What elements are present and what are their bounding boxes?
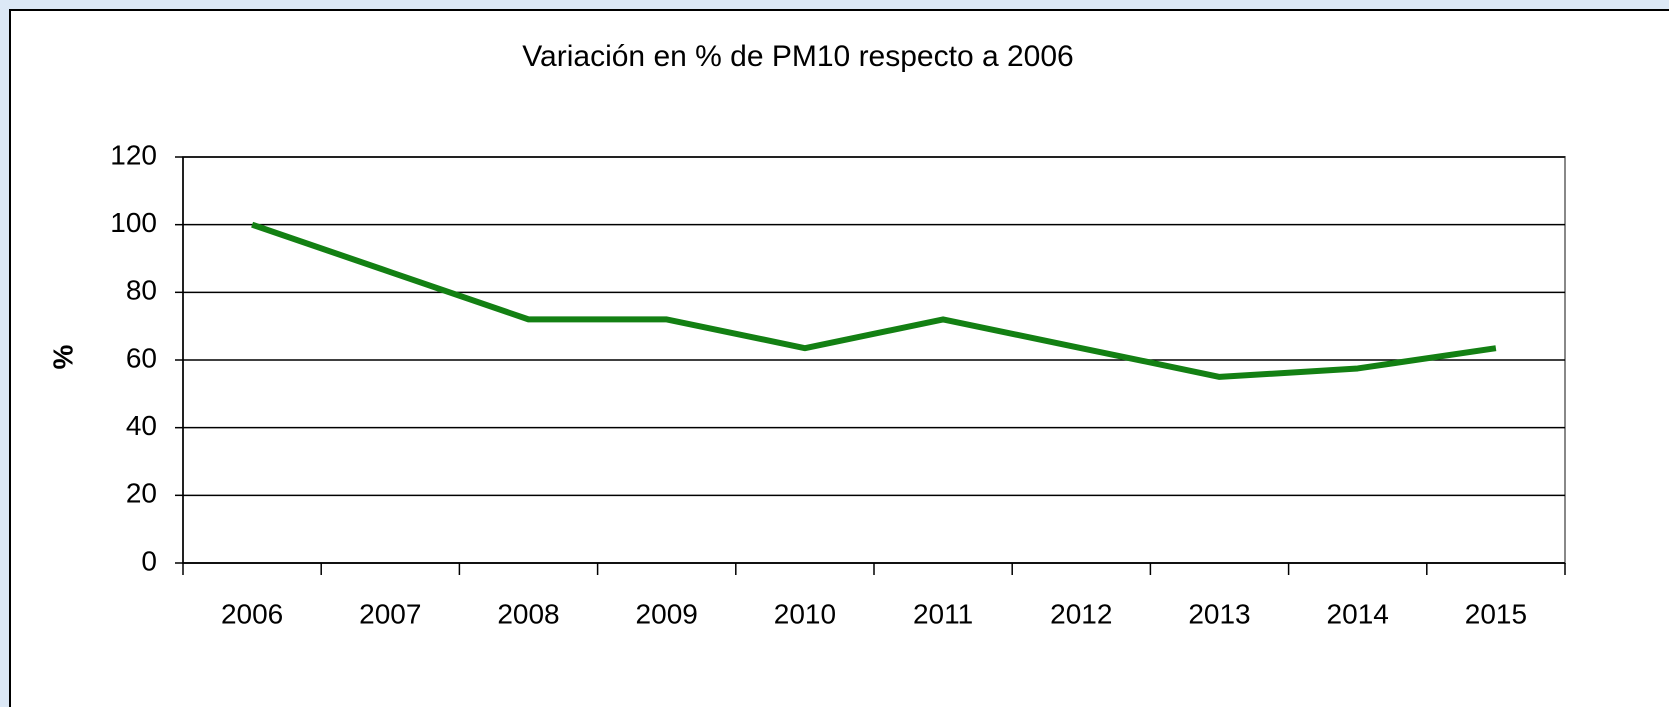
y-tick-label: 80	[126, 275, 157, 306]
x-tick-label: 2009	[636, 598, 698, 629]
y-tick-label: 120	[110, 139, 157, 170]
chart-area	[9, 9, 1669, 707]
y-tick-label: 0	[141, 545, 157, 576]
x-tick-label: 2011	[913, 598, 973, 629]
y-tick-label: 60	[126, 342, 157, 373]
x-tick-label: 2015	[1465, 598, 1527, 629]
data-line	[251, 221, 1497, 380]
y-tick-label: 20	[126, 478, 157, 509]
y-tick-label: 100	[110, 207, 157, 238]
x-tick-label: 2008	[497, 598, 559, 629]
x-tick-label: 2013	[1188, 598, 1250, 629]
y-tick-label: 40	[126, 410, 157, 441]
x-tick-label: 2010	[774, 598, 836, 629]
y-axis-label: %	[47, 344, 78, 369]
x-tick-label: 2012	[1050, 598, 1112, 629]
chart-title: Variación en % de PM10 respecto a 2006	[522, 40, 1073, 73]
x-tick-label: 2007	[359, 598, 421, 629]
x-tick-label: 2006	[221, 598, 283, 629]
x-tick-label: 2014	[1327, 598, 1389, 629]
